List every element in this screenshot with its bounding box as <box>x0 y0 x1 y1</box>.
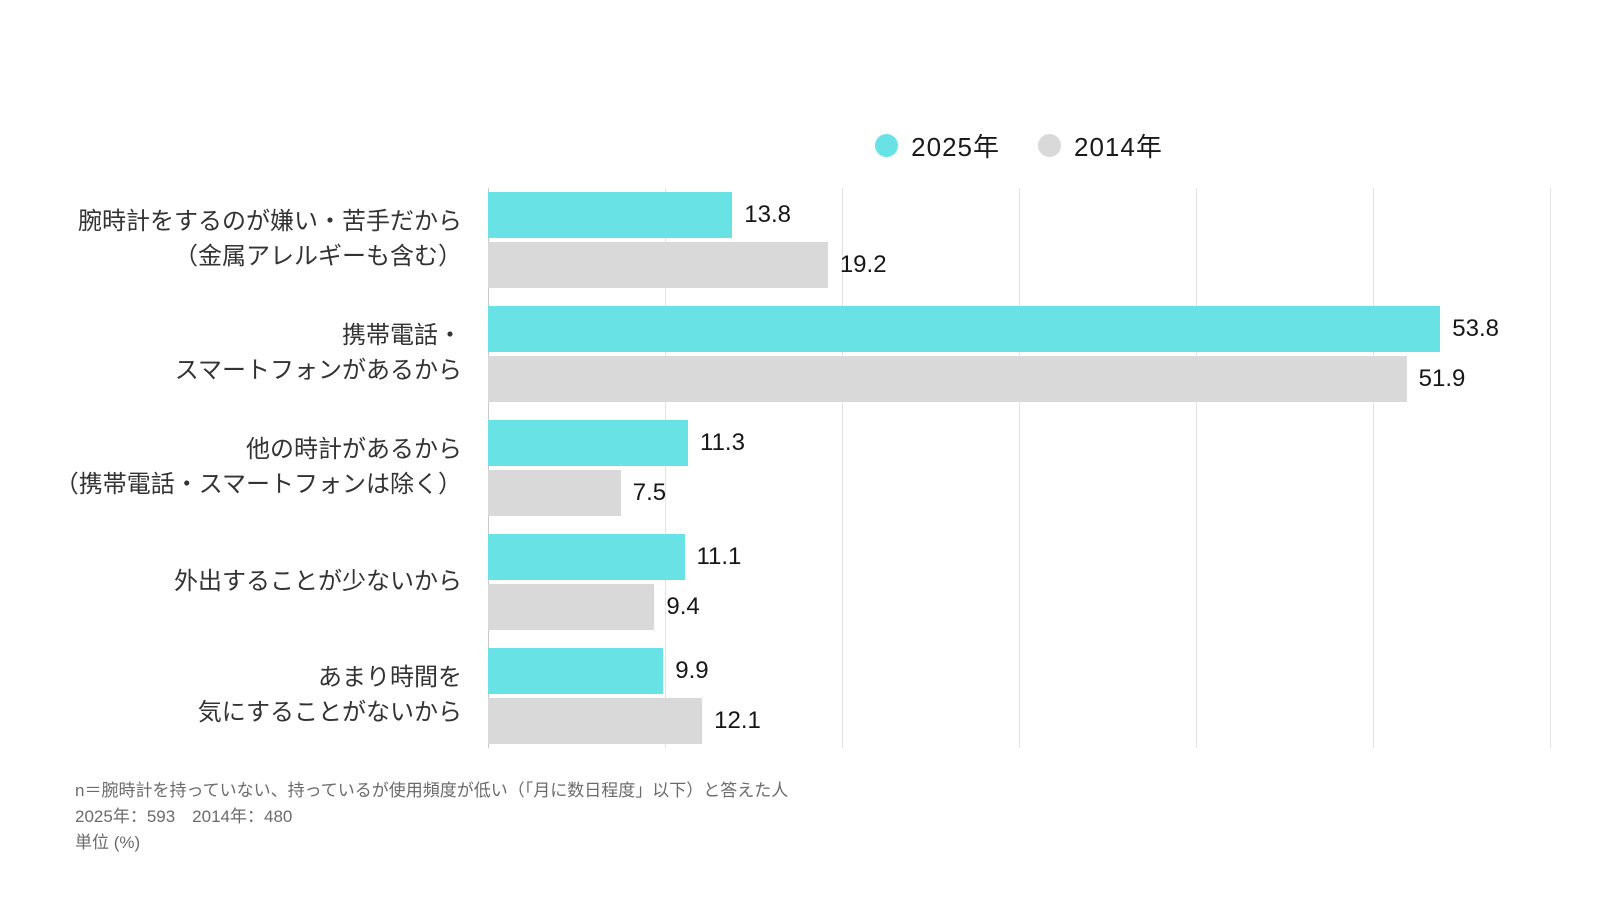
gridline <box>1373 188 1374 748</box>
bar-series-1-row-4 <box>488 534 685 580</box>
bar-series-2-row-1 <box>488 242 828 288</box>
footnote-unit: 単位 (%) <box>75 833 141 852</box>
category-label: 他の時計があるから （携帯電話・スマートフォンは除く） <box>54 436 462 498</box>
gridline <box>842 188 843 748</box>
value-label: 53.8 <box>1452 315 1499 342</box>
legend-item-series-1: 2025年 <box>875 127 1000 164</box>
footnote-sample-definition: n＝腕時計を持っていない、持っているが使用頻度が低い（「月に数日程度」以下）と答… <box>75 781 789 800</box>
bar-series-2-row-4 <box>488 584 655 630</box>
category-label: 携帯電話・ スマートフォンがあるから <box>174 322 462 384</box>
footnote: n＝腕時計を持っていない、持っているが使用頻度が低い（「月に数日程度」以下）と答… <box>75 778 788 856</box>
legend-dot-icon <box>875 133 899 157</box>
category-label: あまり時間を 気にすることがないから <box>197 664 462 726</box>
bar-series-2-row-2 <box>488 356 1407 402</box>
legend-item-series-2: 2014年 <box>1038 127 1163 164</box>
bar-series-1-row-2 <box>488 306 1441 352</box>
category-label: 外出することが少ないから <box>174 567 462 595</box>
value-label: 11.3 <box>700 429 745 456</box>
axis-zero-line <box>488 188 489 748</box>
value-label: 9.9 <box>675 657 709 684</box>
bar-series-2-row-5 <box>488 698 703 744</box>
footnote-sample-sizes: 2025年：593 2014年：480 <box>75 807 293 826</box>
legend: 2025年 2014年 <box>488 128 1550 162</box>
value-label: 19.2 <box>839 251 887 278</box>
value-label: 11.1 <box>696 543 742 570</box>
category-label: 腕時計をするのが嫌い・苦手だから （金属アレルギーも含む） <box>78 208 462 270</box>
gridline <box>1019 188 1020 748</box>
bar-series-1-row-1 <box>488 192 733 238</box>
legend-label: 2025年 <box>911 131 1000 162</box>
value-label: 13.8 <box>744 201 791 228</box>
value-label: 51.9 <box>1418 365 1466 392</box>
bar-series-2-row-3 <box>488 470 621 516</box>
bar-series-1-row-3 <box>488 420 688 466</box>
bar-series-1-row-5 <box>488 648 664 694</box>
value-label: 7.5 <box>632 479 667 506</box>
gridline <box>1550 188 1551 748</box>
value-label: 12.1 <box>714 707 761 734</box>
legend-dot-icon <box>1038 133 1061 157</box>
value-label: 9.4 <box>666 593 700 620</box>
legend-label: 2014年 <box>1074 131 1163 162</box>
gridline <box>1196 188 1197 748</box>
gridline <box>665 188 666 748</box>
